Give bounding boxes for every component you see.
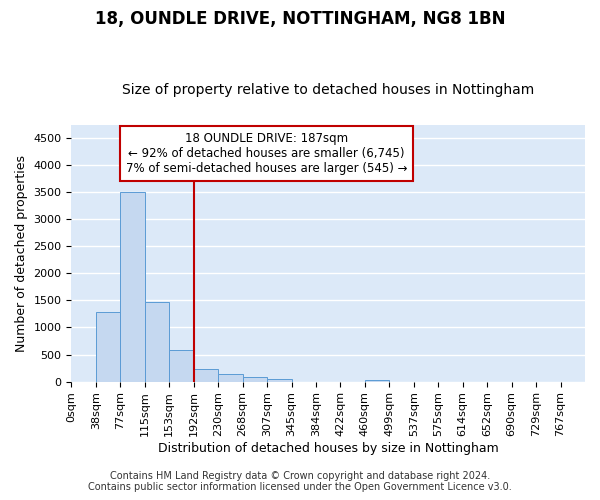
Text: 18, OUNDLE DRIVE, NOTTINGHAM, NG8 1BN: 18, OUNDLE DRIVE, NOTTINGHAM, NG8 1BN <box>95 10 505 28</box>
Bar <box>121 192 145 382</box>
Bar <box>267 380 292 382</box>
Bar <box>96 312 121 382</box>
Text: Contains HM Land Registry data © Crown copyright and database right 2024.
Contai: Contains HM Land Registry data © Crown c… <box>88 471 512 492</box>
Title: Size of property relative to detached houses in Nottingham: Size of property relative to detached ho… <box>122 83 535 97</box>
Text: 18 OUNDLE DRIVE: 187sqm
← 92% of detached houses are smaller (6,745)
7% of semi-: 18 OUNDLE DRIVE: 187sqm ← 92% of detache… <box>126 132 407 176</box>
Bar <box>194 368 218 382</box>
Bar <box>145 302 169 382</box>
Bar <box>365 380 389 382</box>
Bar <box>169 350 194 382</box>
X-axis label: Distribution of detached houses by size in Nottingham: Distribution of detached houses by size … <box>158 442 499 455</box>
Y-axis label: Number of detached properties: Number of detached properties <box>15 154 28 352</box>
Bar <box>242 378 267 382</box>
Bar <box>218 374 242 382</box>
